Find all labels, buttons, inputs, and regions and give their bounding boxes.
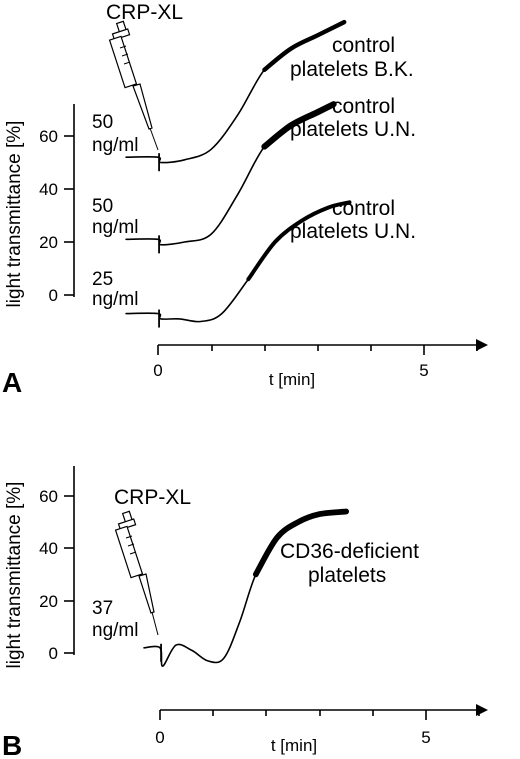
y-tick-label: 0 — [49, 644, 58, 663]
dose-unit-label: ng/ml — [92, 217, 138, 238]
x-tick-label: 5 — [419, 361, 428, 380]
agonist-label: CRP-XL — [114, 486, 191, 509]
series-label: platelets U.N. — [290, 118, 416, 141]
x-axis: 0 5 t [min] — [153, 339, 488, 389]
series-noise-band — [262, 19, 347, 72]
dose-unit-label: ng/ml — [92, 289, 138, 310]
dose-label: 50 — [92, 112, 113, 133]
plot-area — [143, 508, 350, 667]
dose-label: 25 — [92, 269, 113, 290]
y-axis: 60 40 20 0 light transmittance [%] — [4, 466, 75, 669]
series-noise-band — [252, 508, 350, 578]
y-axis: 60 40 20 0 light transmittance [%] — [4, 104, 75, 308]
y-tick-label: 20 — [39, 233, 58, 252]
x-tick-label: 0 — [153, 361, 162, 380]
series-label: platelets — [308, 564, 386, 587]
y-tick-label: 40 — [39, 180, 58, 199]
panel-a: CRP-XL 60 40 20 0 light transmittance [%… — [2, 1, 488, 398]
series-line — [143, 510, 347, 667]
x-axis-arrow — [476, 339, 488, 351]
series-label: control — [332, 197, 395, 220]
x-axis-arrow — [476, 704, 488, 716]
y-tick-label: 20 — [39, 592, 58, 611]
series-label: control — [332, 34, 395, 57]
y-tick-label: 60 — [39, 127, 58, 146]
panel-letter: B — [2, 730, 22, 759]
dose-label: 50 — [92, 196, 113, 217]
x-tick-label: 0 — [155, 728, 164, 747]
series-noise-band — [246, 200, 352, 282]
dose-unit-label: ng/ml — [92, 135, 138, 156]
series-line — [125, 21, 345, 164]
y-tick-label: 60 — [39, 487, 58, 506]
x-axis: 0 5 t [min] — [155, 704, 488, 755]
pipette-icon — [114, 510, 159, 636]
series-label: control — [332, 95, 395, 118]
panel-b: CRP-XL 60 40 20 0 light transmittance [%… — [2, 466, 488, 759]
dose-unit-label: ng/ml — [92, 620, 138, 641]
pipette-icon — [108, 20, 159, 151]
plot-area — [125, 19, 352, 328]
y-tick-label: 40 — [39, 539, 58, 558]
x-axis-label: t [min] — [271, 736, 317, 755]
x-tick-label: 5 — [421, 728, 430, 747]
series-noise-band — [261, 101, 337, 150]
y-tick-label: 0 — [49, 286, 58, 305]
x-axis-label: t [min] — [269, 370, 315, 389]
y-axis-label: light transmittance [%] — [4, 482, 25, 669]
series-label: CD36-deficient — [280, 540, 419, 563]
series-label: platelets U.N. — [290, 220, 416, 243]
panel-letter: A — [2, 367, 22, 398]
dose-label: 37 — [92, 598, 113, 619]
y-axis-label: light transmittance [%] — [4, 121, 25, 308]
series-label: platelets B.K. — [290, 58, 414, 81]
agonist-label: CRP-XL — [106, 1, 183, 24]
